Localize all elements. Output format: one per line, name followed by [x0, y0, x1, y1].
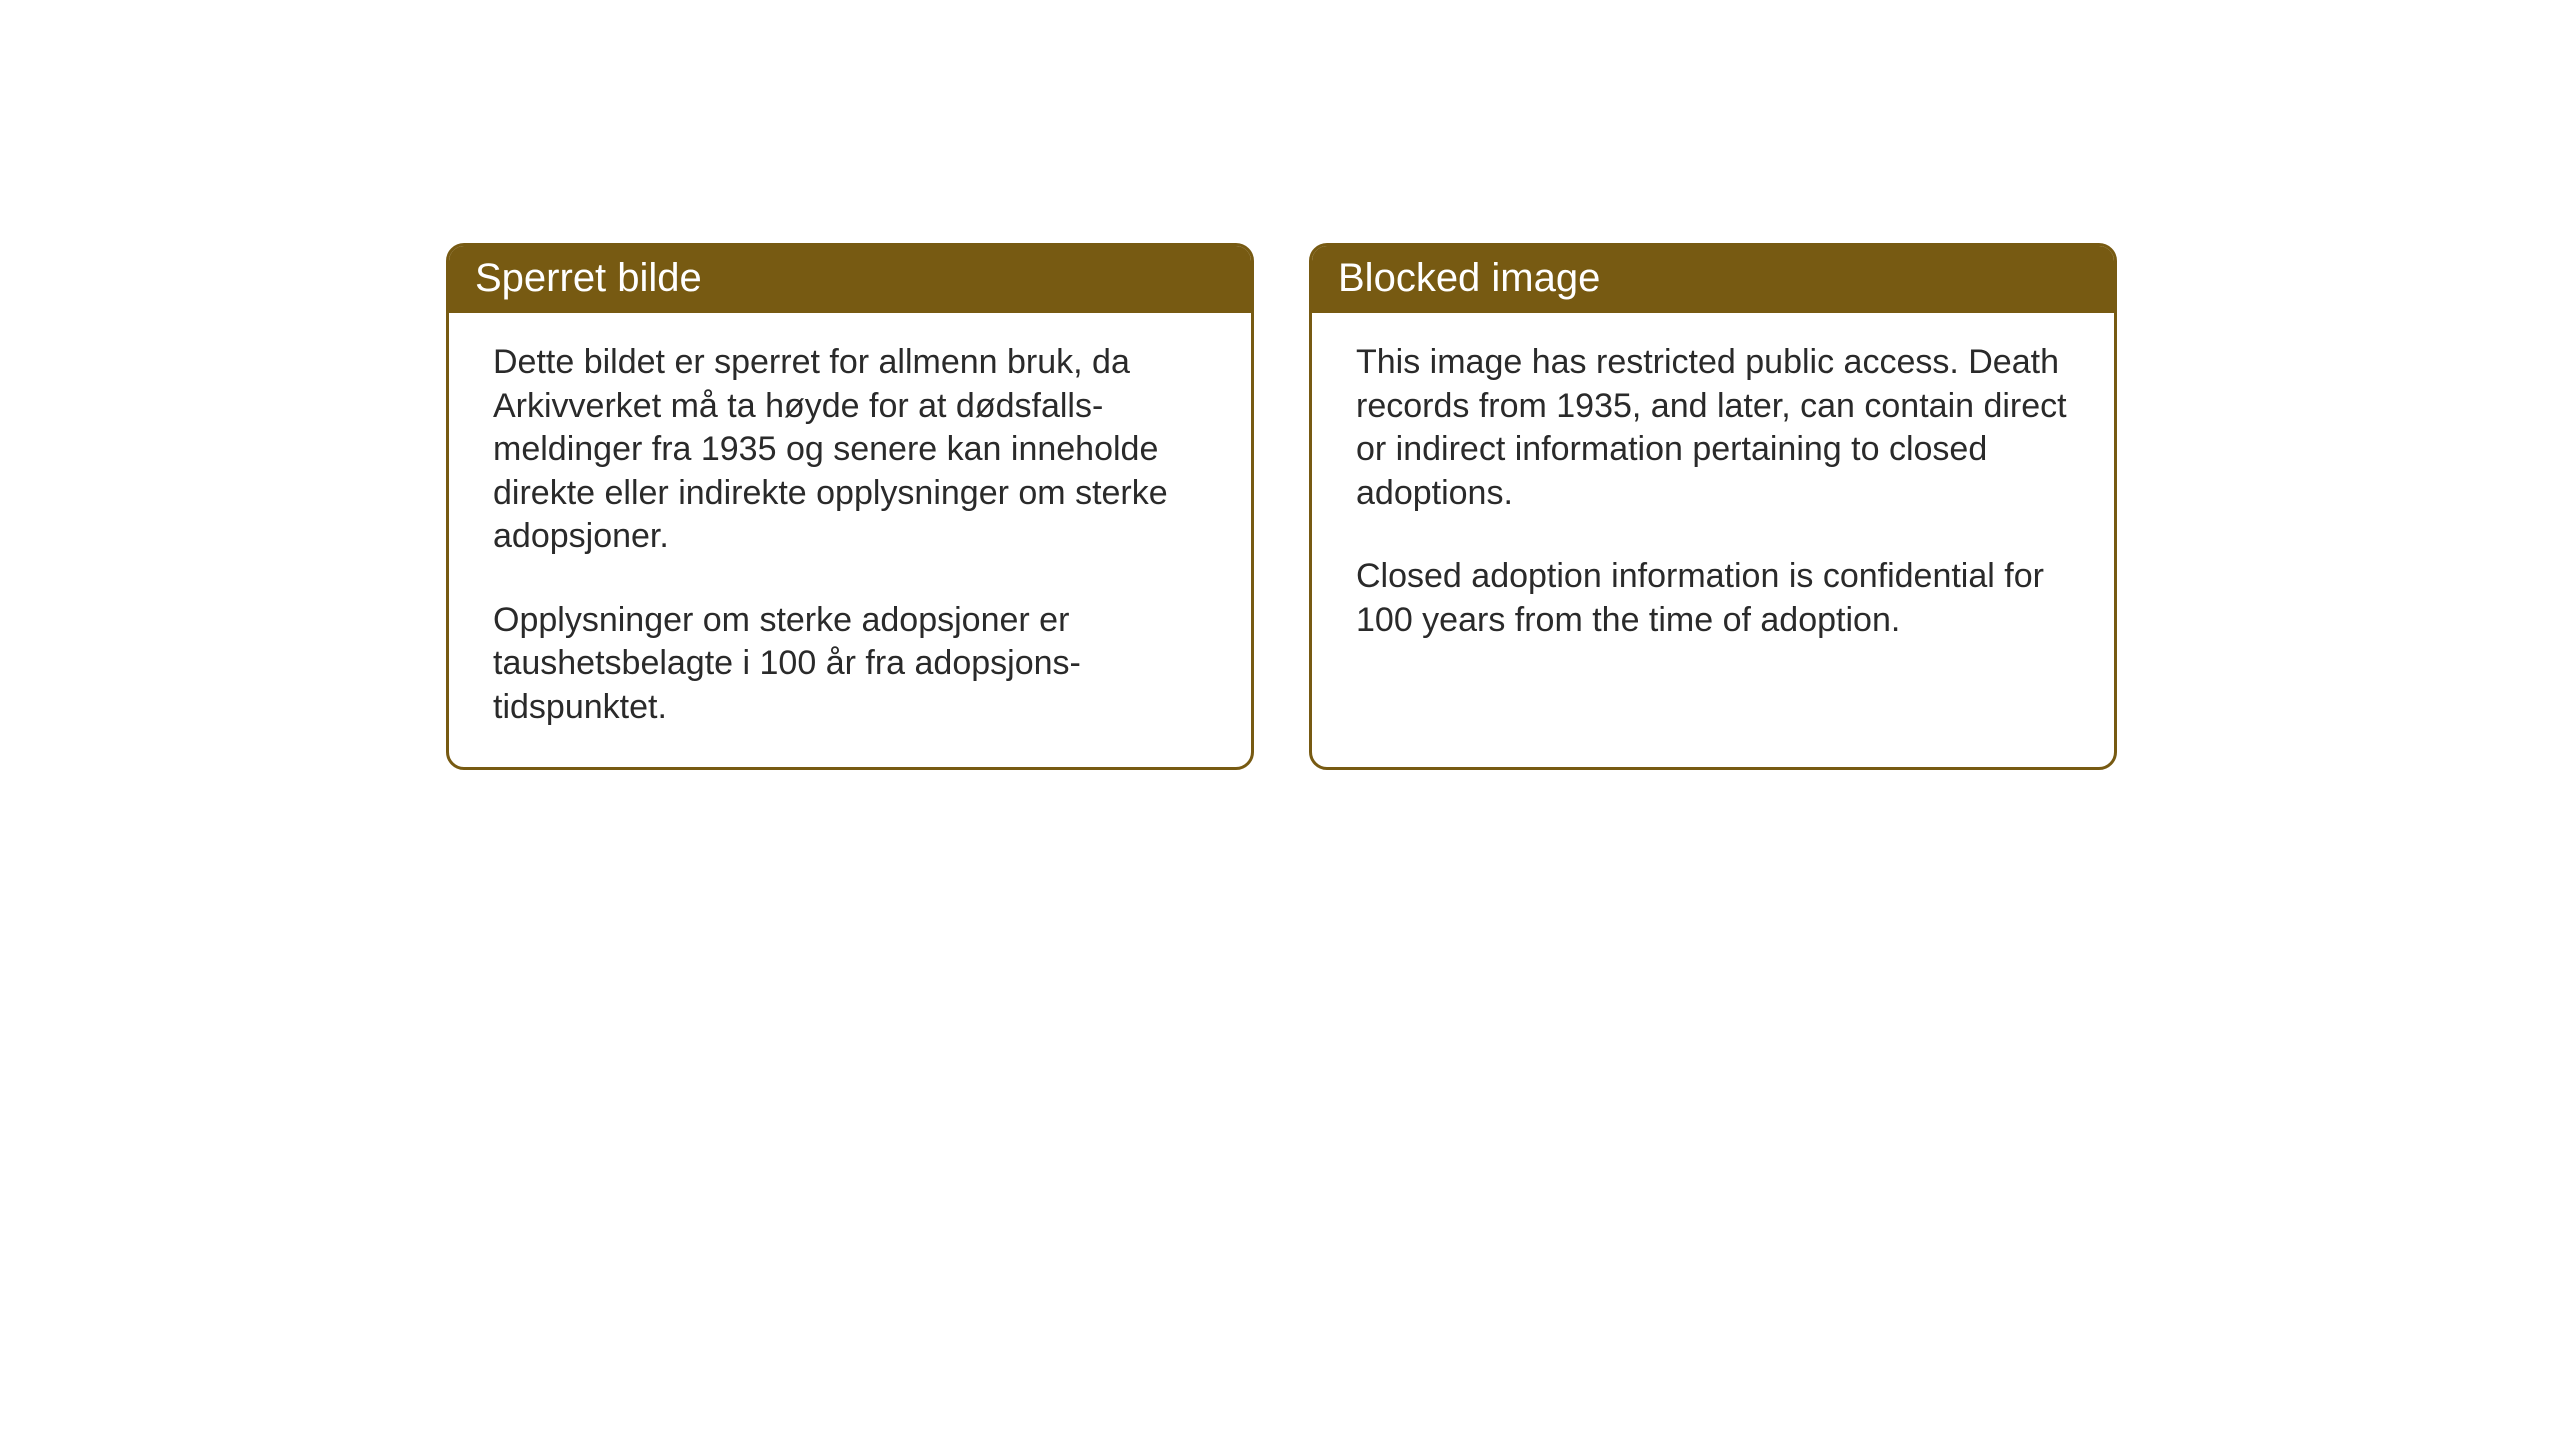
notice-card-english: Blocked image This image has restricted … [1309, 243, 2117, 770]
notice-paragraph: Dette bildet er sperret for allmenn bruk… [493, 341, 1207, 559]
notice-paragraph: Closed adoption information is confident… [1356, 555, 2070, 642]
notice-paragraph: This image has restricted public access.… [1356, 341, 2070, 515]
card-body-norwegian: Dette bildet er sperret for allmenn bruk… [449, 313, 1251, 767]
notice-cards-container: Sperret bilde Dette bildet er sperret fo… [446, 243, 2117, 770]
notice-card-norwegian: Sperret bilde Dette bildet er sperret fo… [446, 243, 1254, 770]
card-body-english: This image has restricted public access.… [1312, 313, 2114, 732]
card-header-norwegian: Sperret bilde [449, 246, 1251, 313]
notice-paragraph: Opplysninger om sterke adopsjoner er tau… [493, 599, 1207, 730]
card-header-english: Blocked image [1312, 246, 2114, 313]
